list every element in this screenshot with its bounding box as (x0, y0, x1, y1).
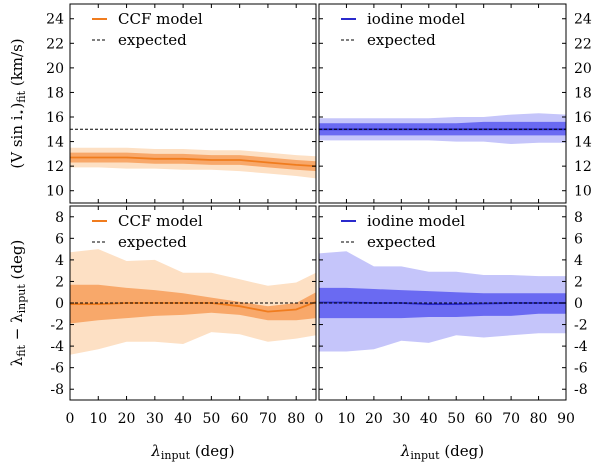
x-tick-label: 0 (66, 411, 75, 427)
bottom-y-tick-left: 0 (55, 296, 64, 312)
legend-label-model: iodine model (367, 10, 465, 28)
top-y-tick-right: 16 (574, 110, 592, 126)
top-y-tick-right: 18 (574, 85, 592, 101)
panel-lambda-iodine: iodine model expected (318, 205, 567, 401)
bottom-y-tick-right: -2 (574, 318, 588, 334)
bottom-y-tick-left: 2 (55, 274, 64, 290)
x-tick-label: 60 (231, 411, 249, 427)
x-tick-label: 60 (475, 411, 493, 427)
x-tick-label: 10 (89, 411, 107, 427)
x-axis-label-unit: (deg) (440, 442, 485, 460)
legend-label-model: CCF model (118, 212, 203, 230)
top-y-tick-right: 14 (574, 135, 592, 151)
top-y-label-part: (V sin i (8, 115, 26, 168)
top-y-tick-left: 18 (46, 85, 64, 101)
x-tick-label: 50 (447, 411, 465, 427)
x-tick-label: 30 (392, 411, 410, 427)
axis-labels-group: λinput (deg) λinput (deg)(V sin i⋆)fit (k… (8, 38, 484, 462)
x-tick-label: 30 (146, 411, 164, 427)
legend-label-model: CCF model (118, 10, 203, 28)
panel-frame (318, 3, 567, 204)
x-tick-label: 40 (174, 411, 192, 427)
x-axis-label-symbol: λ (150, 442, 161, 460)
top-y-tick-right: 24 (574, 12, 592, 28)
panel-plot-area (319, 113, 566, 144)
bottom-y-tick-right: 2 (574, 274, 583, 290)
bottom-y-tick-right: -8 (574, 382, 588, 398)
top-y-label-sub: fit (15, 90, 28, 102)
bottom-y-label-part: λ (8, 356, 26, 366)
x-tick-label: 20 (118, 411, 136, 427)
bottom-y-tick-left: -4 (50, 339, 64, 355)
top-y-tick-right: 12 (574, 159, 592, 175)
x-tick-label: 70 (259, 411, 277, 427)
legend-label-model: iodine model (367, 212, 465, 230)
top-y-label-sub: ⋆ (15, 109, 28, 116)
bottom-y-tick-left: 8 (55, 210, 64, 226)
bottom-y-tick-left: -6 (50, 361, 64, 377)
top-y-tick-left: 20 (46, 61, 64, 77)
bottom-y-tick-left: -2 (50, 318, 64, 334)
bottom-y-label-part: (deg) (8, 240, 26, 285)
bottom-y-axis-label: λfit − λinput (deg) (8, 240, 28, 367)
x-tick-label: 10 (338, 411, 356, 427)
legend-label-expected: expected (118, 31, 187, 49)
top-y-tick-right: 22 (574, 36, 592, 52)
inner-band (319, 287, 566, 319)
panel-lambda-ccf: CCF model expected (69, 205, 317, 401)
panel-plot-area (70, 249, 316, 355)
x-tick-label: 50 (202, 411, 220, 427)
bottom-y-label-sub: fit (15, 344, 28, 356)
bottom-y-tick-right: 0 (574, 296, 583, 312)
x-tick-label: 0 (315, 411, 324, 427)
top-y-tick-left: 10 (46, 184, 64, 200)
panel-frame (69, 3, 317, 204)
bottom-y-tick-left: -8 (50, 382, 64, 398)
top-y-tick-right: 10 (574, 184, 592, 200)
x-tick-label: 90 (557, 411, 575, 427)
top-y-tick-left: 16 (46, 110, 64, 126)
x-axis-label: λinput (deg) (400, 442, 484, 462)
x-axis-label-unit: (deg) (190, 442, 235, 460)
x-tick-label: 70 (502, 411, 520, 427)
panel-vsini-ccf: CCF model expected (69, 3, 317, 204)
median-line (70, 156, 316, 167)
inner-band (70, 284, 316, 324)
top-y-tick-left: 24 (46, 12, 64, 28)
top-y-tick-left: 12 (46, 159, 64, 175)
bottom-y-tick-right: 6 (574, 231, 583, 247)
bottom-y-label-sub: input (15, 284, 28, 314)
bottom-y-tick-right: -4 (574, 339, 588, 355)
panel-vsini-iodine: iodine model expected (318, 3, 567, 204)
x-tick-label: 20 (365, 411, 383, 427)
bottom-y-tick-right: 4 (574, 253, 583, 269)
panel-plot-area (319, 251, 566, 352)
panel-plot-area (70, 128, 316, 179)
legend-label-expected: expected (118, 233, 187, 251)
x-tick-label: 80 (287, 411, 305, 427)
legend-label-expected: expected (367, 31, 436, 49)
top-y-axis-label: (V sin i⋆)fit (km/s) (8, 38, 28, 168)
legend-label-expected: expected (367, 233, 436, 251)
top-y-tick-right: 20 (574, 61, 592, 77)
bottom-y-tick-right: 8 (574, 210, 583, 226)
top-y-tick-left: 14 (46, 135, 64, 151)
x-axis-label-symbol: λ (400, 442, 411, 460)
top-y-label-part: ) (8, 103, 26, 109)
bottom-y-tick-left: 4 (55, 253, 64, 269)
top-y-label-part: (km/s) (8, 38, 26, 91)
bottom-y-tick-right: -6 (574, 361, 588, 377)
x-tick-label: 80 (530, 411, 548, 427)
x-axis-label-subscript: input (161, 449, 191, 462)
x-axis-label: λinput (deg) (150, 442, 234, 462)
bottom-y-tick-left: 6 (55, 231, 64, 247)
top-y-tick-left: 22 (46, 36, 64, 52)
bottom-y-label-part: − λ (8, 313, 26, 345)
x-tick-label: 40 (420, 411, 438, 427)
x-axis-label-subscript: input (410, 449, 440, 462)
